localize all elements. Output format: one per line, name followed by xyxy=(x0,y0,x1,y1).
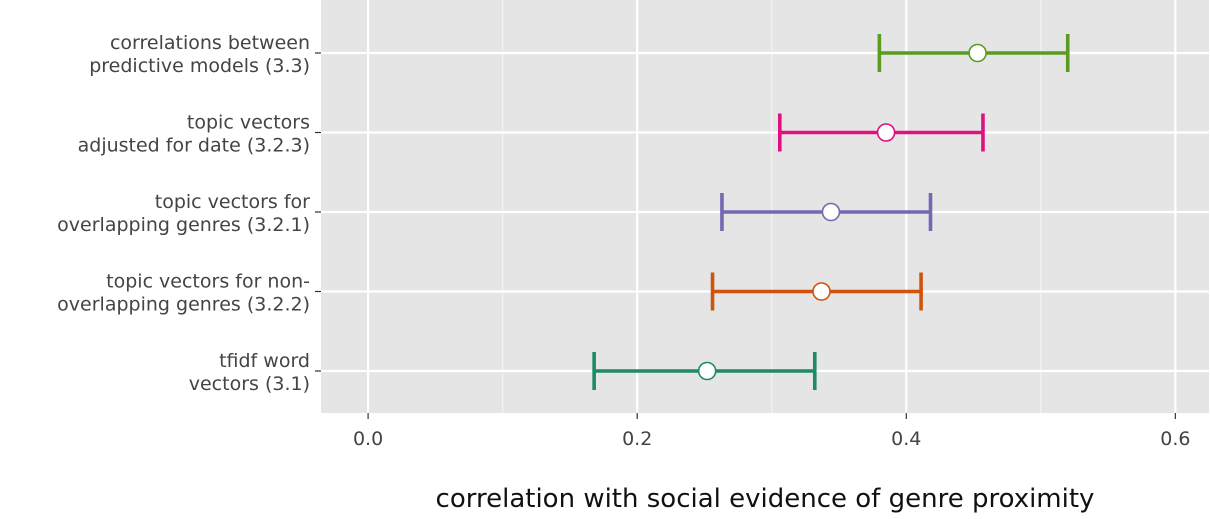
error-bar-group xyxy=(877,34,1070,72)
category-label: tfidf word vectors (3.1) xyxy=(189,350,310,395)
error-bar-group xyxy=(710,272,923,311)
category-label: topic vectors for overlapping genres (3.2… xyxy=(57,191,310,236)
error-bars xyxy=(592,34,1070,390)
category-label-line: tfidf word xyxy=(219,350,310,372)
x-axis: 0.0 0.2 0.4 0.6 xyxy=(353,413,1190,450)
x-tick-label: 0.4 xyxy=(891,428,921,450)
category-label: topic vectors for non-overlapping genres… xyxy=(57,271,310,316)
category-label-line: topic vectors for xyxy=(155,191,310,213)
point-estimate xyxy=(876,123,896,142)
error-bar-group xyxy=(720,193,933,231)
category-label-line: correlations between xyxy=(110,32,310,54)
point-estimate xyxy=(697,361,717,381)
x-tick-label: 0.2 xyxy=(622,428,652,450)
x-tick-label: 0.0 xyxy=(353,428,383,450)
x-tick-label: 0.6 xyxy=(1160,428,1190,450)
category-label-line: adjusted for date (3.2.3) xyxy=(78,135,310,157)
category-label-line: topic vectors for non- xyxy=(106,271,310,293)
y-axis: correlations between predictive models (3… xyxy=(57,32,321,395)
point-estimate xyxy=(812,282,831,301)
plot-panel xyxy=(321,0,1209,413)
category-label-line: vectors (3.1) xyxy=(189,373,310,395)
category-label-line: overlapping genres (3.2.2) xyxy=(57,294,310,316)
error-bar-group xyxy=(592,352,817,390)
grid-minor xyxy=(502,0,1042,413)
error-bar-group xyxy=(777,113,985,152)
category-label-line: overlapping genres (3.2.1) xyxy=(57,214,310,236)
x-axis-title: correlation with social evidence of genr… xyxy=(436,484,1095,514)
category-label-line: predictive models (3.3) xyxy=(89,55,310,77)
point-estimate xyxy=(968,43,987,63)
category-label: correlations between predictive models (3… xyxy=(89,32,310,77)
point-estimate xyxy=(821,202,841,222)
category-label-line: topic vectors xyxy=(187,112,310,134)
grid-major xyxy=(321,0,1209,413)
category-label: topic vectors adjusted for date (3.2.3) xyxy=(78,112,310,157)
